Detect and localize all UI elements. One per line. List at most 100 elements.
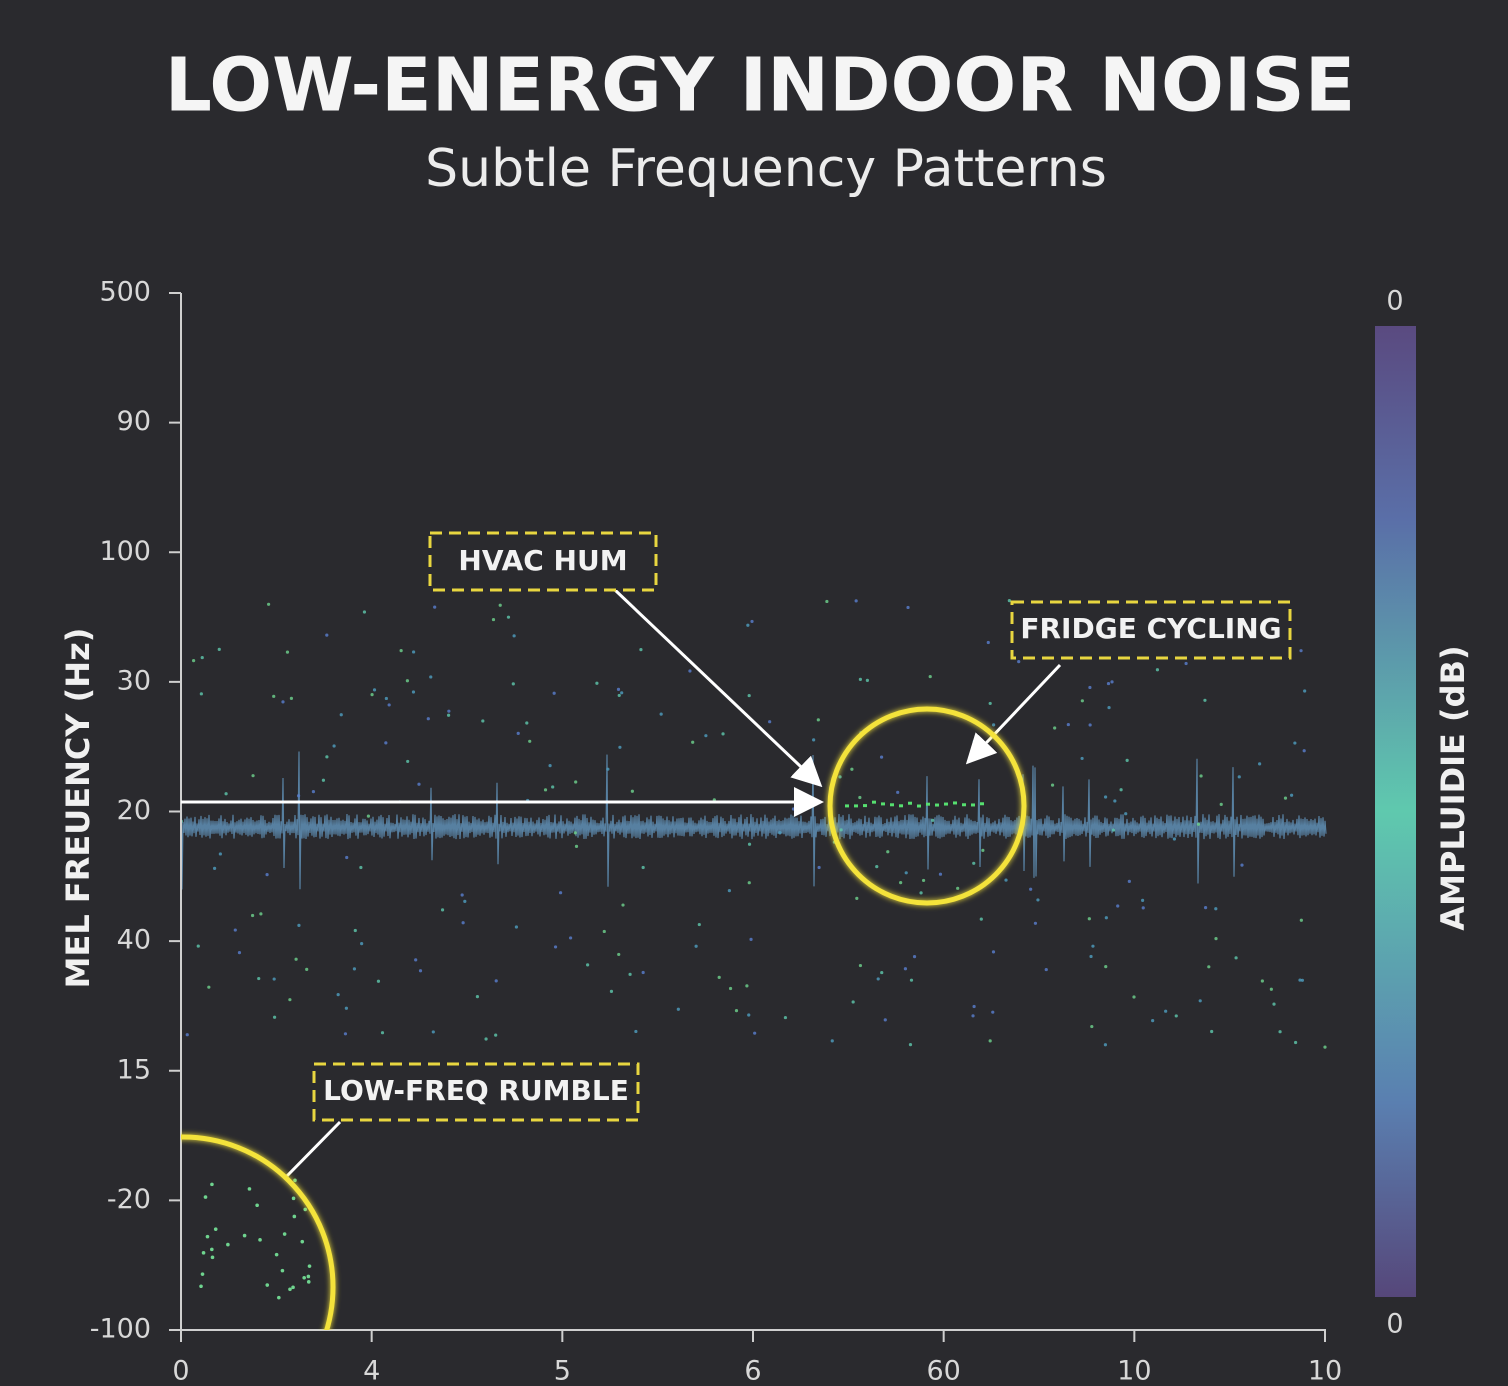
- y-tick-label: 40: [117, 925, 151, 956]
- noise-dot: [783, 1015, 788, 1020]
- noise-dot: [461, 921, 465, 925]
- annotation: FRIDGE CYCLING: [1020, 612, 1281, 645]
- noise-dot: [1116, 904, 1120, 908]
- noise-dot: [1124, 812, 1128, 816]
- noise-dot: [405, 679, 410, 683]
- noise-dot: [876, 977, 880, 981]
- noise-dot: [1017, 660, 1021, 664]
- noise-dot: [272, 1015, 277, 1019]
- noise-dot: [986, 640, 990, 645]
- noise-dot: [747, 1013, 751, 1017]
- rumble-dot: [300, 1239, 305, 1244]
- noise-dot: [573, 831, 577, 835]
- noise-dot: [1199, 774, 1203, 778]
- noise-dot: [896, 790, 900, 794]
- noise-dot: [494, 1033, 498, 1037]
- noise-dot: [281, 700, 285, 704]
- rumble-dot: [274, 1252, 279, 1257]
- annotation-box: [312, 1062, 640, 1122]
- noise-dot: [1298, 978, 1302, 982]
- noise-dot: [1053, 726, 1057, 730]
- noise-dot: [1299, 918, 1303, 922]
- noise-dot: [753, 1031, 757, 1035]
- noise-dot: [233, 928, 237, 932]
- noise-dot: [991, 950, 996, 954]
- noise-dot: [909, 978, 914, 982]
- noise-dot: [325, 755, 329, 759]
- noise-dot: [921, 878, 926, 883]
- rumble-dot: [200, 1272, 205, 1276]
- noise-dot: [574, 780, 578, 784]
- noise-dot: [1007, 599, 1011, 603]
- noise-dot: [224, 792, 228, 796]
- noise-dot: [433, 605, 437, 609]
- noise-dot: [1089, 954, 1093, 959]
- noise-dot: [1299, 649, 1303, 653]
- noise-dot: [185, 1033, 189, 1037]
- noise-dot: [384, 696, 388, 701]
- rumble-dot: [199, 1284, 203, 1289]
- noise-dot: [747, 842, 752, 846]
- noise-dot: [1214, 907, 1218, 911]
- noise-dot: [387, 703, 391, 707]
- noise-dot: [325, 633, 329, 637]
- noise-dot: [475, 995, 480, 999]
- noise-dot: [825, 599, 829, 604]
- noise-dot: [734, 1009, 739, 1013]
- noise-dot: [1066, 722, 1070, 727]
- noise-dot: [750, 619, 754, 624]
- noise-dot: [1088, 723, 1092, 727]
- y-tick-label: 90: [117, 406, 151, 437]
- noise-dot: [285, 650, 290, 654]
- noise-dot: [257, 976, 261, 981]
- noise-dot: [414, 958, 418, 962]
- noise-dot: [1119, 788, 1123, 792]
- noise-dot: [630, 789, 634, 793]
- noise-dot: [212, 866, 217, 870]
- rumble-dot: [210, 1182, 214, 1187]
- noise-dot: [1240, 863, 1244, 867]
- noise-dot: [484, 1037, 488, 1041]
- noise-dot: [1050, 783, 1055, 787]
- noise-dot: [634, 1029, 638, 1034]
- noise-dot: [376, 979, 381, 983]
- noise-dot: [602, 929, 606, 934]
- noise-dot: [1203, 906, 1208, 910]
- noise-dot: [1106, 681, 1111, 686]
- noise-dot: [1090, 1024, 1094, 1029]
- noise-dot: [883, 1018, 887, 1022]
- noise-dot: [717, 975, 721, 979]
- noise-dot: [727, 888, 731, 893]
- noise-dot: [694, 944, 698, 948]
- annotation: LOW-FREQ RUMBLE: [323, 1074, 629, 1107]
- noise-dot: [992, 723, 996, 727]
- spectrogram: [181, 599, 1327, 1300]
- noise-dot: [691, 740, 695, 744]
- noise-dot: [1278, 1030, 1282, 1034]
- noise-dot: [272, 694, 276, 698]
- noise-dot: [931, 818, 935, 822]
- fridge-dot: [980, 802, 984, 806]
- noise-dot: [1290, 793, 1294, 797]
- x-tick-label: 0: [172, 1356, 189, 1386]
- noise-dot: [972, 739, 976, 744]
- fridge-dot: [908, 801, 912, 805]
- rumble-dot: [255, 1203, 259, 1208]
- noise-dot: [288, 998, 292, 1002]
- noise-dot: [617, 952, 621, 957]
- noise-dot: [1323, 1045, 1327, 1049]
- noise-dot: [1088, 685, 1092, 690]
- noise-dot: [384, 741, 388, 745]
- noise-dot: [289, 696, 294, 700]
- noise-dot: [854, 599, 858, 603]
- colorbar-tick-label: 0: [1386, 1309, 1403, 1340]
- noise-dot: [1184, 661, 1188, 666]
- noise-dot: [431, 1030, 435, 1034]
- noise-dot: [336, 993, 340, 997]
- noise-dot: [370, 693, 374, 697]
- noise-dot: [858, 963, 863, 968]
- noise-dot: [1107, 705, 1111, 710]
- fridge-dot: [926, 802, 930, 806]
- noise-dot: [850, 767, 854, 771]
- noise-dot: [321, 778, 326, 782]
